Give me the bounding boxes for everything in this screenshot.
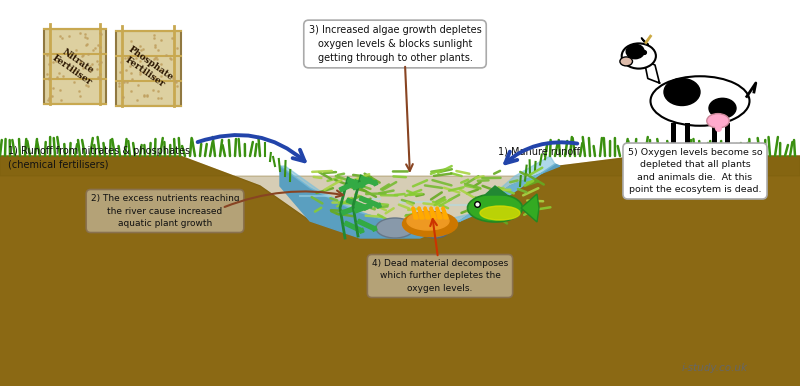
FancyArrow shape: [344, 221, 364, 233]
Ellipse shape: [709, 98, 736, 118]
FancyArrow shape: [360, 176, 378, 186]
Ellipse shape: [626, 44, 644, 59]
Polygon shape: [0, 156, 800, 386]
FancyArrow shape: [342, 205, 360, 215]
Text: i-study.co.uk: i-study.co.uk: [682, 363, 748, 373]
Polygon shape: [280, 164, 560, 238]
Ellipse shape: [706, 113, 730, 128]
Polygon shape: [521, 194, 539, 222]
FancyArrow shape: [347, 178, 365, 188]
Ellipse shape: [620, 57, 633, 66]
Text: 3) Increased algae growth depletes
oxygen levels & blocks sunlight
getting throu: 3) Increased algae growth depletes oxyge…: [309, 25, 482, 63]
Polygon shape: [0, 156, 800, 238]
Polygon shape: [642, 38, 648, 44]
FancyArrow shape: [339, 179, 359, 192]
Text: Nitrate
Fertiliser: Nitrate Fertiliser: [50, 44, 100, 88]
Ellipse shape: [650, 76, 750, 126]
Ellipse shape: [402, 212, 458, 237]
Ellipse shape: [622, 43, 656, 69]
Ellipse shape: [407, 212, 449, 230]
Ellipse shape: [467, 194, 522, 222]
Polygon shape: [485, 186, 507, 195]
FancyBboxPatch shape: [115, 30, 181, 105]
Text: 5) Oxygen levels become so
depleted that all plants
and animals die.  At this
po: 5) Oxygen levels become so depleted that…: [628, 148, 762, 194]
FancyBboxPatch shape: [44, 29, 106, 103]
Polygon shape: [280, 156, 555, 226]
FancyArrow shape: [352, 178, 372, 190]
Text: 1) Manure runoff: 1) Manure runoff: [498, 146, 580, 156]
Ellipse shape: [664, 78, 700, 105]
FancyArrow shape: [354, 203, 373, 213]
Ellipse shape: [480, 206, 520, 220]
FancyArrow shape: [357, 219, 377, 231]
Ellipse shape: [421, 222, 449, 238]
Text: 4) Dead material decomposes
which further depletes the
oxygen levels.: 4) Dead material decomposes which furthe…: [372, 259, 508, 293]
FancyArrow shape: [359, 196, 382, 208]
Text: 1) Runoff from nitrates & phosphates
(chemical fertilisers): 1) Runoff from nitrates & phosphates (ch…: [8, 146, 190, 169]
Text: Phosphate
Fertiliser: Phosphate Fertiliser: [121, 45, 175, 91]
FancyArrow shape: [346, 198, 368, 210]
Ellipse shape: [376, 218, 414, 238]
Polygon shape: [644, 61, 659, 83]
Text: 2) The excess nutrients reaching
the river cause increased
aquatic plant growth: 2) The excess nutrients reaching the riv…: [90, 194, 239, 228]
